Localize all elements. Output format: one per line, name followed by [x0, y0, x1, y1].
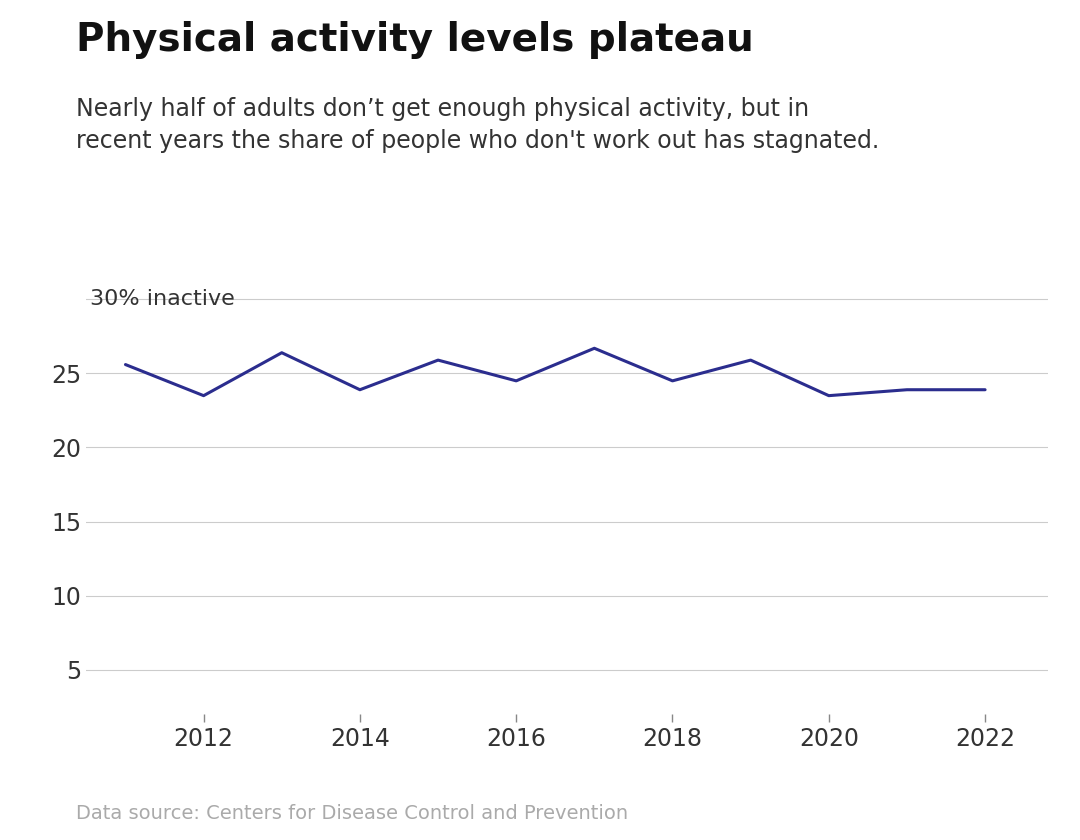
Text: 30% inactive: 30% inactive — [91, 290, 235, 309]
Text: Nearly half of adults don’t get enough physical activity, but in
recent years th: Nearly half of adults don’t get enough p… — [76, 97, 879, 153]
Text: Physical activity levels plateau: Physical activity levels plateau — [76, 21, 754, 59]
Text: Data source: Centers for Disease Control and Prevention: Data source: Centers for Disease Control… — [76, 804, 627, 823]
